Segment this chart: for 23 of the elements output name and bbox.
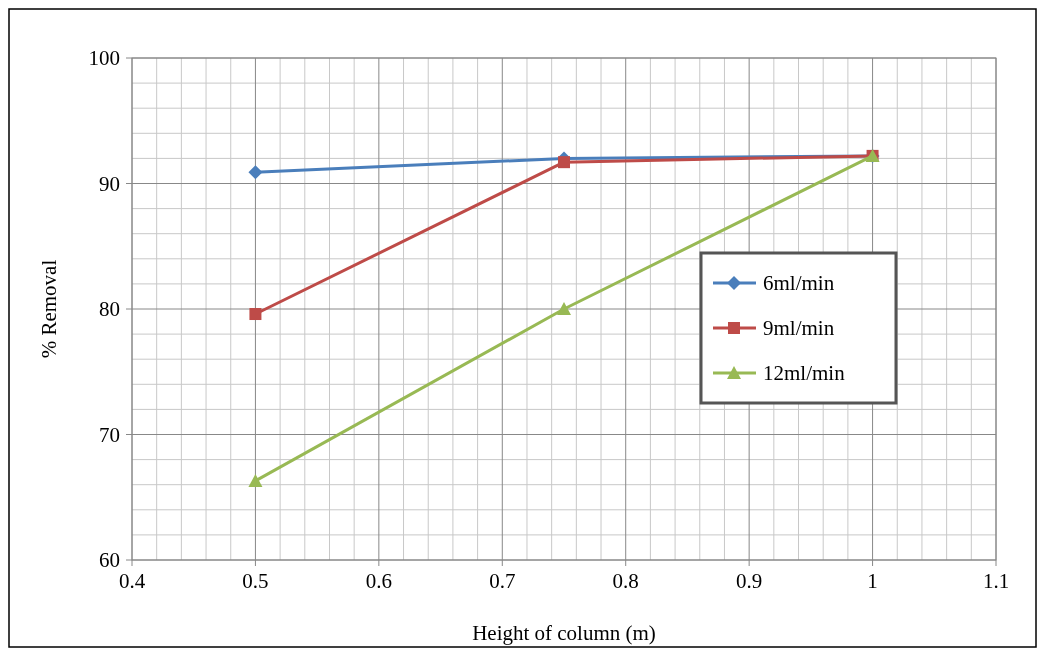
x-tick-label: 1: [867, 569, 878, 593]
point: [248, 165, 263, 180]
y-tick-label: 80: [99, 297, 120, 321]
point: [249, 308, 262, 321]
point: [557, 302, 571, 315]
legend-label: 12ml/min: [763, 361, 846, 385]
y-tick-label: 70: [99, 422, 120, 447]
x-tick-label: 0.5: [242, 569, 269, 593]
legend-label: 9ml/min: [763, 316, 835, 340]
x-tick-label: 0.4: [118, 569, 146, 593]
legend-label: 6ml/min: [763, 271, 835, 295]
x-tick-label: 0.6: [365, 569, 392, 593]
x-tick-label: 0.9: [736, 569, 763, 593]
x-tick-label: 0.7: [489, 569, 516, 593]
y-tick-label: 100: [88, 46, 120, 70]
x-axis-title: Height of column (m): [472, 621, 656, 645]
x-tick-label: 1.1: [982, 569, 1010, 593]
y-axis-title: % Removal: [37, 259, 61, 359]
point: [248, 473, 263, 487]
y-tick-label: 60: [99, 548, 120, 572]
point: [558, 156, 570, 169]
y-tick-label: 90: [99, 171, 120, 196]
x-tick-label: 0.8: [612, 569, 639, 593]
